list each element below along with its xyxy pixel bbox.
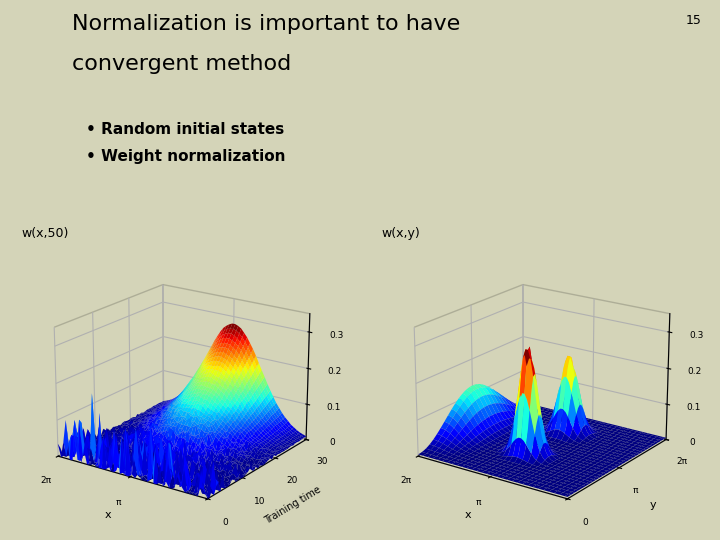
Text: • Weight normalization: • Weight normalization: [86, 148, 286, 164]
Text: convergent method: convergent method: [72, 54, 292, 74]
Text: w(x,50): w(x,50): [22, 227, 69, 240]
Y-axis label: Training time: Training time: [263, 484, 323, 525]
X-axis label: x: x: [104, 510, 112, 520]
Text: w(x,y): w(x,y): [382, 227, 420, 240]
Text: • Random initial states: • Random initial states: [86, 122, 284, 137]
Text: Normalization is important to have: Normalization is important to have: [72, 14, 460, 33]
Text: 15: 15: [686, 14, 702, 26]
X-axis label: x: x: [464, 510, 472, 520]
Y-axis label: y: y: [649, 500, 656, 510]
